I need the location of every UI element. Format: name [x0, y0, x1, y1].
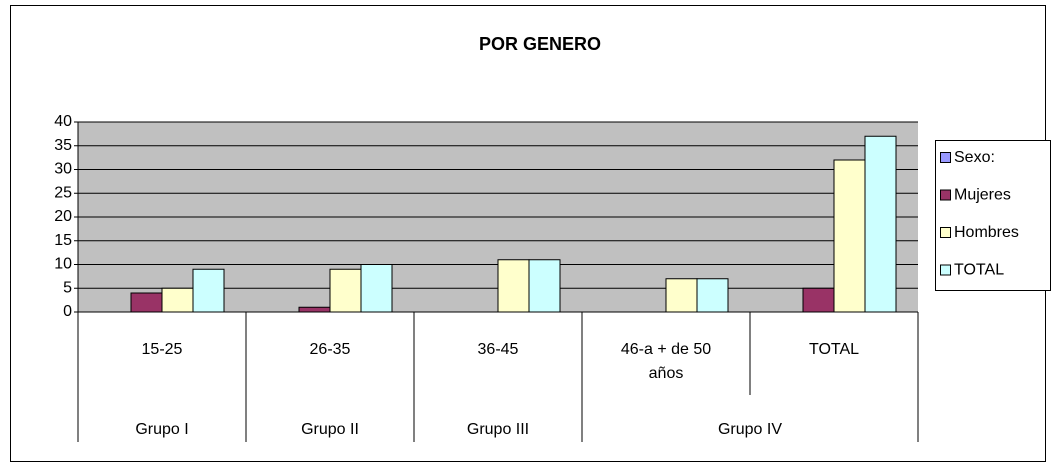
bar [665, 278, 698, 313]
bar [192, 268, 225, 313]
bar [497, 259, 530, 313]
legend-label: Sexo: [954, 149, 995, 166]
chart-title: POR GENERO [479, 34, 601, 54]
group-label: Grupo IV [717, 421, 783, 438]
bar [802, 287, 835, 313]
bar [696, 278, 729, 313]
y-tick-label: 30 [54, 161, 72, 178]
bar [360, 264, 393, 313]
y-tick-label: 25 [54, 184, 72, 201]
y-tick-label: 20 [54, 208, 72, 225]
y-tick-label: 10 [54, 256, 72, 273]
legend-swatch [940, 189, 951, 201]
x-tick-label: 26-35 [309, 341, 351, 358]
y-tick-label: 0 [63, 303, 72, 320]
bar [528, 259, 561, 313]
group-label: Grupo II [301, 421, 359, 438]
x-tick-label: 46-a + de 50 años [620, 341, 712, 382]
legend-swatch [940, 264, 951, 276]
y-tick-label: 15 [54, 232, 72, 249]
legend-label: Hombres [954, 224, 1019, 241]
x-tick-label: 36-45 [477, 341, 519, 358]
bar [161, 287, 194, 313]
legend-swatch [940, 152, 951, 163]
group-label: Grupo III [466, 421, 530, 438]
legend-label: TOTAL [954, 262, 1004, 279]
group-label: Grupo I [135, 421, 189, 438]
y-tick-label: 5 [63, 279, 72, 296]
x-tick-label: 15-25 [141, 341, 183, 358]
bar [329, 268, 362, 313]
x-tick-label: TOTAL [808, 341, 860, 358]
legend-label: Mujeres [954, 187, 1011, 204]
bar [864, 135, 897, 313]
bar [833, 159, 866, 313]
bar [298, 306, 331, 313]
y-tick-label: 40 [54, 113, 72, 130]
legend-box [935, 140, 1051, 291]
y-tick-label: 35 [54, 137, 72, 154]
bar [130, 292, 163, 313]
legend-swatch [940, 227, 951, 238]
